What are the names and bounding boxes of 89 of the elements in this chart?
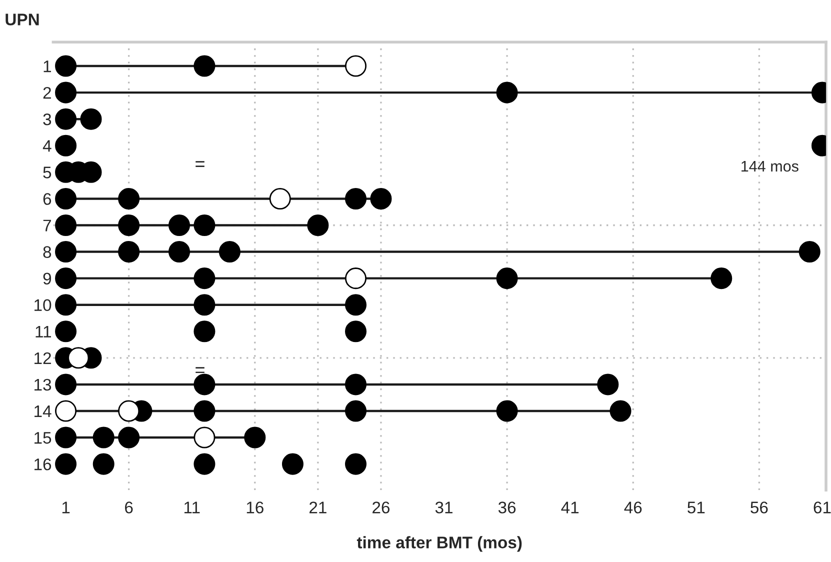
point (118, 214, 140, 236)
point (345, 320, 367, 342)
annotation: = (196, 161, 204, 167)
x-tick-label: 56 (750, 502, 768, 514)
point (194, 400, 216, 422)
point (55, 55, 77, 77)
point (55, 426, 77, 448)
x-tick-label: 16 (246, 502, 264, 514)
point (496, 268, 518, 290)
y-tick-label: 2 (43, 86, 51, 99)
y-tick-label: 14 (34, 406, 52, 418)
point (194, 214, 216, 236)
point (168, 214, 190, 236)
point (194, 320, 216, 342)
x-tick-label: 51 (688, 502, 705, 514)
point (55, 320, 77, 342)
y-tick-label: 11 (36, 326, 51, 338)
y-axis-title: UPN (6, 14, 39, 26)
y-tick-label: 13 (34, 378, 52, 391)
y-tick-label: 1 (44, 60, 51, 72)
point (118, 188, 140, 210)
point (55, 268, 77, 290)
point (194, 294, 216, 316)
annotation: 144 mos (742, 161, 798, 172)
point (345, 453, 367, 475)
point (80, 108, 102, 130)
point (118, 400, 140, 422)
y-tick-label: 5 (43, 166, 52, 178)
y-tick-label: 8 (43, 246, 52, 258)
point (92, 426, 114, 448)
x-tick-label: 46 (624, 502, 642, 514)
y-tick-label: 7 (43, 220, 51, 232)
x-tick-label: 36 (498, 502, 516, 514)
x-tick-label: 41 (561, 502, 579, 514)
point (282, 453, 304, 475)
point (68, 347, 90, 369)
point (55, 134, 77, 156)
point (55, 214, 77, 236)
point (597, 374, 619, 396)
y-tick-label: 15 (34, 432, 52, 444)
point (610, 400, 632, 422)
point (55, 400, 77, 422)
point (168, 241, 190, 263)
x-tick-label: 1 (62, 502, 70, 514)
x-tick-label: 21 (310, 502, 326, 514)
point (307, 214, 329, 236)
point (345, 268, 367, 290)
point (92, 453, 114, 475)
point (345, 374, 367, 396)
point (118, 426, 140, 448)
point (710, 268, 732, 290)
point (496, 400, 518, 422)
x-tick-label: 11 (184, 502, 200, 514)
x-tick-label: 26 (372, 502, 390, 514)
point (496, 82, 518, 104)
x-axis-title: time after BMT (mos) (356, 536, 522, 552)
point (218, 241, 240, 263)
point (194, 55, 216, 77)
point (55, 374, 77, 396)
y-tick-label: 10 (34, 299, 52, 312)
point (798, 241, 820, 263)
point (55, 294, 77, 316)
y-tick-label: 12 (34, 352, 51, 364)
point (345, 55, 367, 77)
point (345, 188, 367, 210)
point (55, 241, 77, 263)
point (55, 108, 77, 130)
point (345, 294, 367, 316)
x-tick-label: 31 (435, 502, 452, 514)
point (194, 374, 216, 396)
annotation: = (196, 367, 204, 374)
point (194, 268, 216, 290)
point (244, 426, 266, 448)
point (194, 453, 216, 475)
y-tick-label: 9 (43, 272, 52, 285)
point (194, 426, 216, 448)
point (118, 241, 140, 263)
point (55, 453, 77, 475)
point (370, 188, 392, 210)
y-tick-label: 4 (42, 140, 52, 152)
y-tick-label: 16 (34, 458, 52, 470)
y-tick-label: 3 (43, 114, 52, 126)
point (55, 82, 77, 104)
point (345, 400, 367, 422)
point (55, 188, 77, 210)
x-tick-label: 6 (125, 502, 133, 514)
x-tick-label: 61 (814, 502, 831, 514)
y-tick-label: 6 (43, 193, 52, 205)
point (269, 188, 291, 210)
